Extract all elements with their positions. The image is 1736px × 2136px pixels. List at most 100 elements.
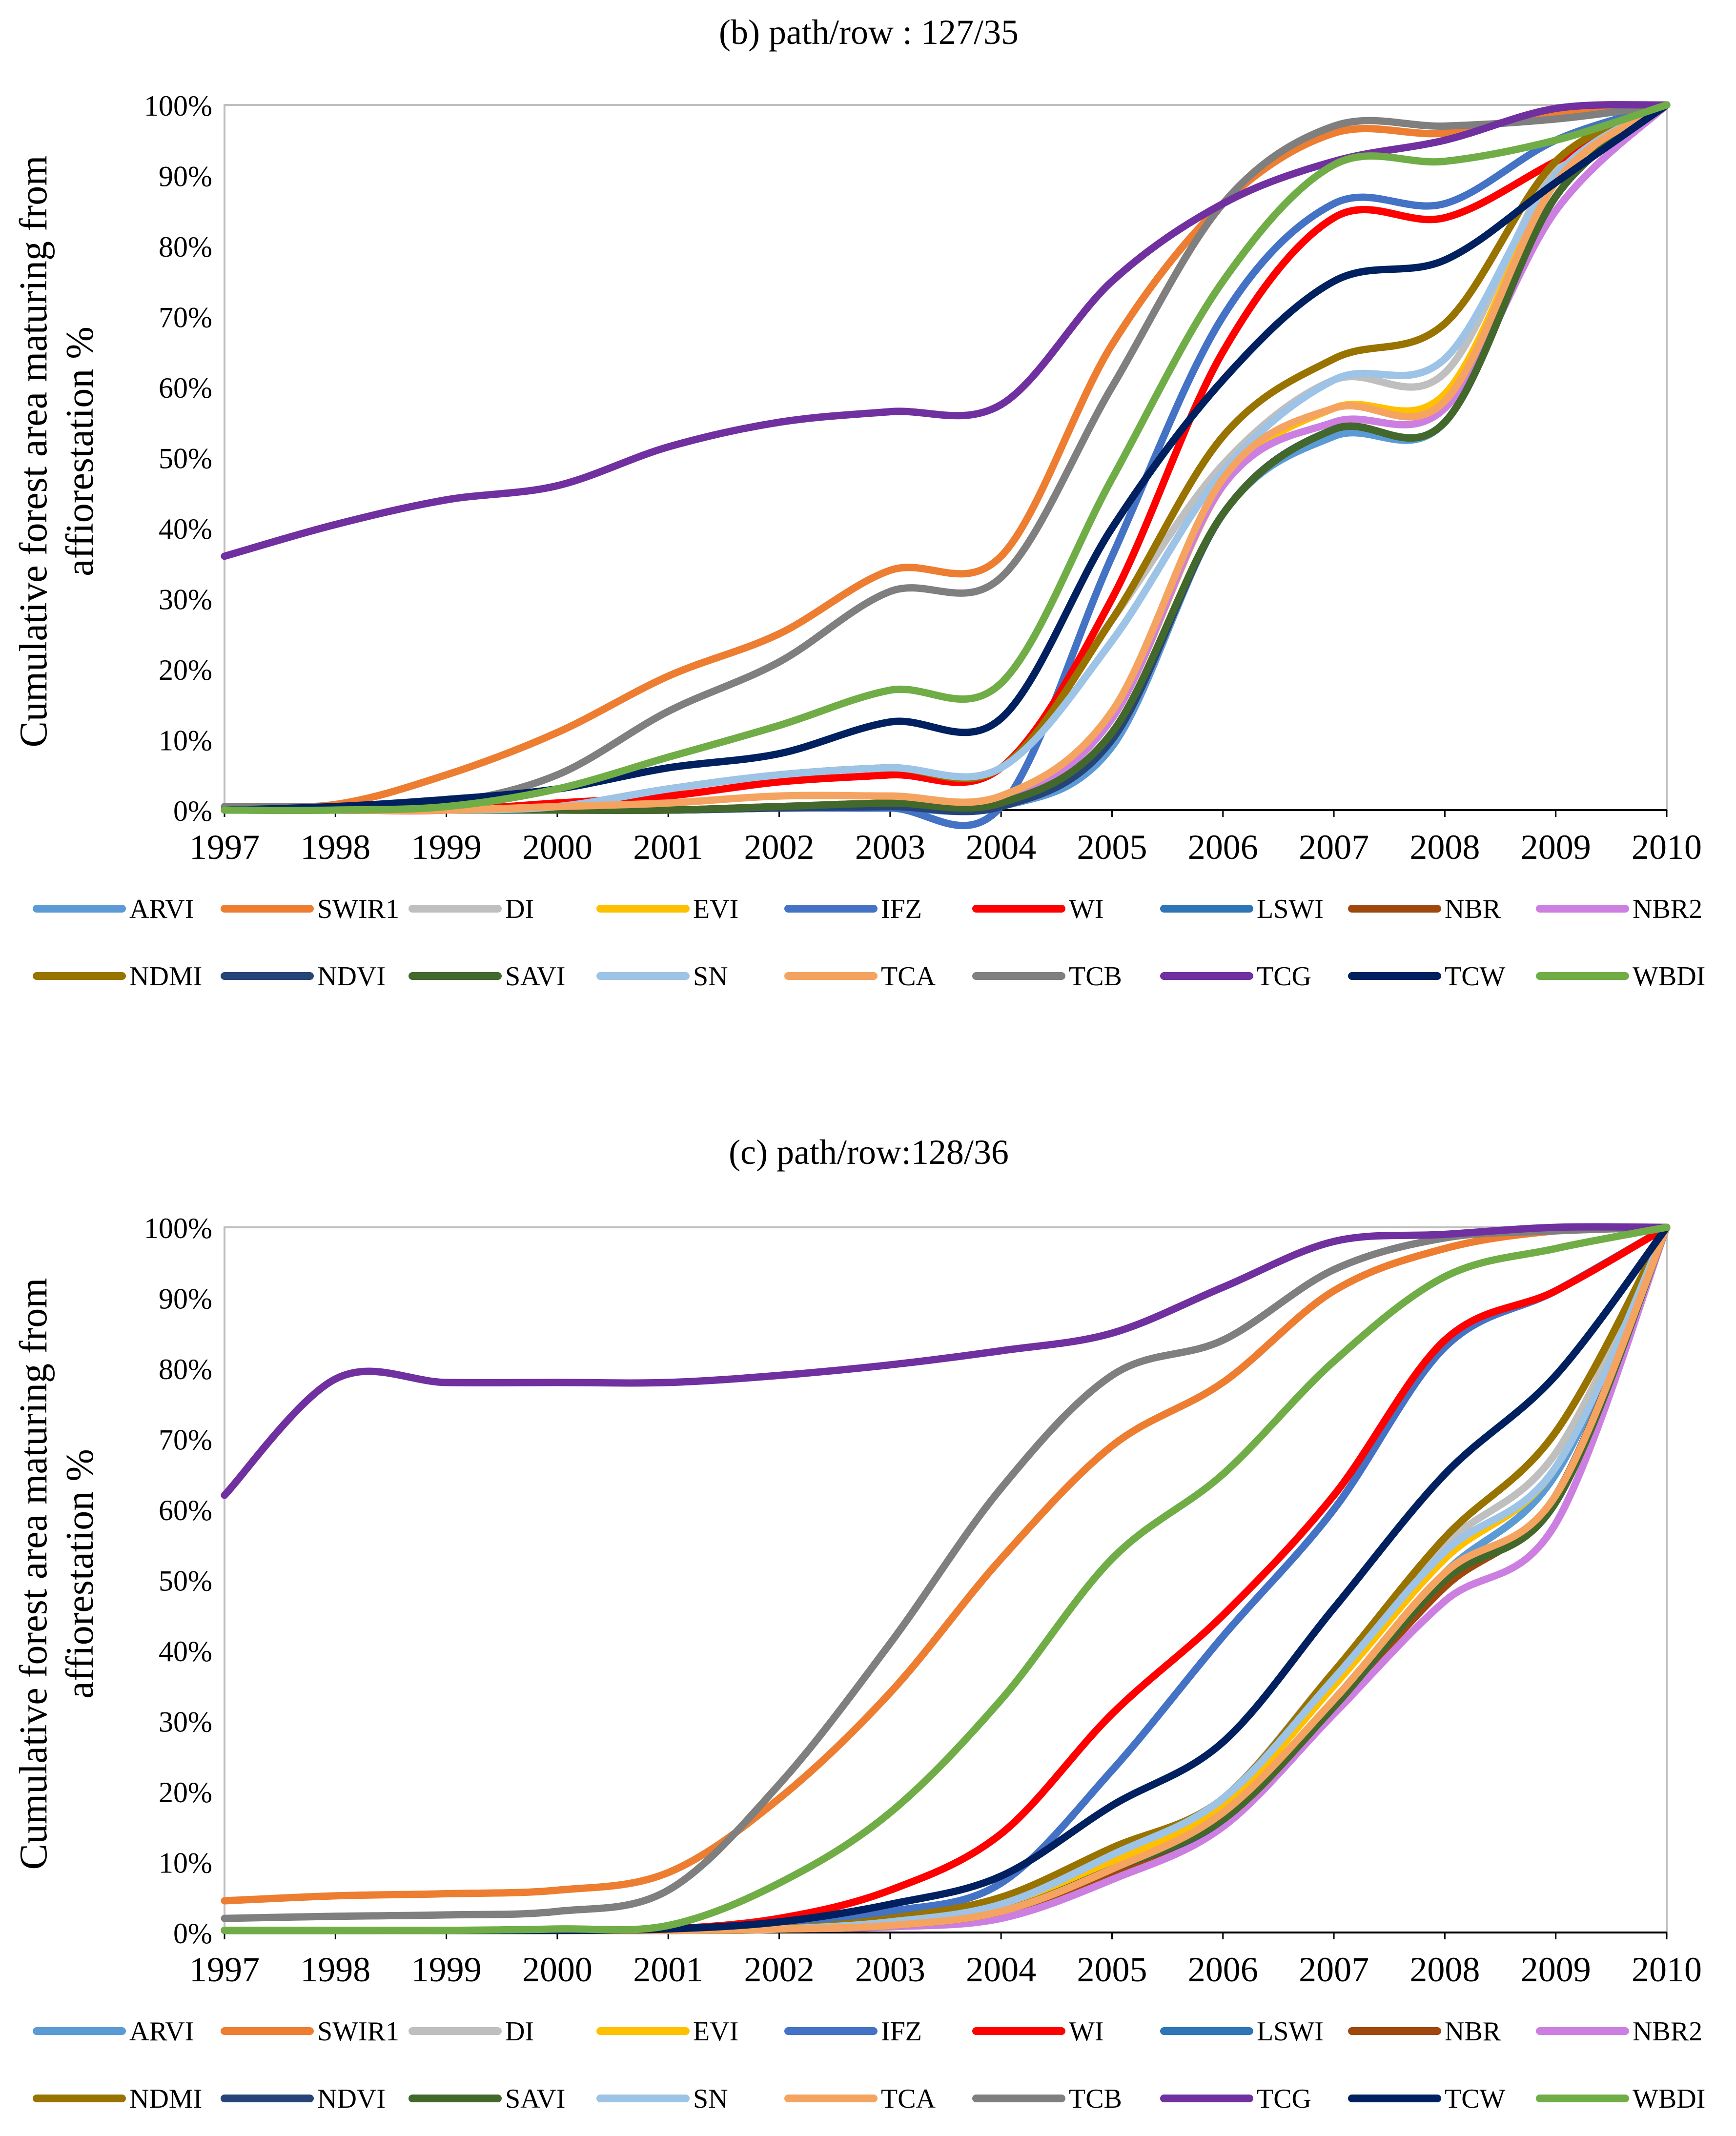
chart-title: (c) path/row:128/36 (729, 1133, 1009, 1172)
x-tick-label: 2009 (1521, 1950, 1591, 1989)
legend-label: NBR (1445, 894, 1501, 924)
legend-item-swir1: SWIR1 (221, 894, 399, 924)
legend-label: WI (1069, 2016, 1104, 2047)
x-tick-label: 1999 (411, 828, 482, 867)
legend-label: TCB (1069, 961, 1122, 992)
legend-item-wi: WI (972, 2016, 1104, 2047)
legend-label: EVI (693, 2016, 738, 2047)
legend-label: TCA (881, 961, 936, 992)
x-axis-ticks: 1997 1998 1999 2000 2001 2002 2003 2004 2005 2006… (189, 1933, 1702, 1989)
x-axis-ticks: 1997 1998 1999 2000 2001 2002 2003 2004 2005 2006… (189, 810, 1702, 867)
y-tick-label: 0% (173, 1917, 212, 1950)
chart-panel-c: (c) path/row:128/36 Cumulative forest ar… (12, 1133, 1705, 2114)
legend-label: NDVI (317, 961, 386, 992)
y-tick-label: 70% (159, 1424, 212, 1456)
legend-label: ARVI (129, 894, 194, 924)
legend-item-ndmi: NDMI (33, 2084, 202, 2114)
x-tick-label: 2001 (633, 1950, 703, 1989)
x-tick-label: 2006 (1188, 1950, 1258, 1989)
x-tick-label: 2002 (744, 828, 815, 867)
legend-item-nbr: NBR (1348, 2016, 1501, 2047)
legend-item-savi: SAVI (408, 961, 565, 992)
legend-label: WBDI (1633, 961, 1705, 992)
legend-label: NBR2 (1633, 2016, 1702, 2047)
x-tick-label: 2005 (1077, 1950, 1147, 1989)
legend-item-ifz: IFZ (784, 894, 922, 924)
legend-item-lswi: LSWI (1160, 2016, 1324, 2047)
x-tick-label: 1998 (300, 1950, 370, 1989)
y-tick-label: 90% (159, 1283, 212, 1315)
legend-label: NDMI (129, 961, 202, 992)
x-tick-label: 2000 (522, 828, 592, 867)
legend: ARVI SWIR1 DI EVI IFZ WI LSWI NBR NBR2 NDMI NDVI SA… (33, 2016, 1705, 2114)
series-line-wbdi (221, 1223, 1671, 1934)
legend-label: SWIR1 (317, 894, 399, 924)
legend-item-nbr2: NBR2 (1536, 894, 1702, 924)
y-tick-label: 90% (159, 161, 212, 193)
legend-item-di: DI (408, 2016, 534, 2047)
legend-item-di: DI (408, 894, 534, 924)
legend-label: SWIR1 (317, 2016, 399, 2047)
y-tick-label: 40% (159, 1635, 212, 1668)
x-tick-label: 2001 (633, 828, 703, 867)
x-tick-label: 1999 (411, 1950, 482, 1989)
x-tick-label: 2000 (522, 1950, 592, 1989)
y-tick-label: 70% (159, 302, 212, 334)
chart-title: (b) path/row : 127/35 (719, 13, 1019, 52)
legend-label: TCB (1069, 2084, 1122, 2114)
x-tick-label: 2007 (1299, 828, 1369, 867)
legend-item-ndmi: NDMI (33, 961, 202, 992)
x-tick-label: 2002 (744, 1950, 815, 1989)
legend-item-nbr2: NBR2 (1536, 2016, 1702, 2047)
legend-item-tcg: TCG (1160, 961, 1311, 992)
legend-label: WI (1069, 894, 1104, 924)
legend-item-nbr: NBR (1348, 894, 1501, 924)
legend-label: LSWI (1257, 2016, 1324, 2047)
y-axis-label-line-2: affiorestation % (59, 326, 102, 576)
series-line-tca (221, 101, 1671, 814)
x-tick-label: 2005 (1077, 828, 1147, 867)
legend-label: SN (693, 2084, 728, 2114)
legend-label: SAVI (505, 2084, 565, 2114)
y-tick-label: 80% (159, 1353, 212, 1385)
series-line-tcw (221, 101, 1671, 814)
x-tick-label: 2010 (1632, 1950, 1702, 1989)
legend-item-tca: TCA (784, 961, 936, 992)
x-tick-label: 2009 (1521, 828, 1591, 867)
y-axis-label-line-1: Cumulative forest area maturing from (12, 156, 55, 748)
y-tick-label: 60% (159, 372, 212, 404)
y-tick-label: 50% (159, 1565, 212, 1597)
y-axis-label-line-2: affiorestation % (59, 1449, 102, 1699)
x-tick-label: 2004 (966, 828, 1036, 867)
legend-item-tcb: TCB (972, 961, 1122, 992)
y-axis-label-line-1: Cumulative forest area maturing from (12, 1278, 55, 1870)
legend-item-ifz: IFZ (784, 2016, 922, 2047)
x-tick-label: 1998 (300, 828, 370, 867)
legend-label: TCA (881, 2084, 936, 2114)
legend-label: IFZ (881, 2016, 922, 2047)
legend-label: TCG (1257, 961, 1311, 992)
legend-label: EVI (693, 894, 738, 924)
legend-item-evi: EVI (596, 894, 738, 924)
legend-label: DI (505, 894, 534, 924)
legend-label: NBR (1445, 2016, 1501, 2047)
y-tick-label: 0% (173, 795, 212, 827)
legend-item-lswi: LSWI (1160, 894, 1324, 924)
x-tick-label: 2010 (1632, 828, 1702, 867)
series-line-swir1 (221, 101, 1671, 811)
y-tick-label: 80% (159, 231, 212, 263)
legend-item-wbdi: WBDI (1536, 961, 1705, 992)
legend-label: SAVI (505, 961, 565, 992)
y-tick-label: 100% (144, 90, 212, 122)
x-tick-label: 1997 (189, 1950, 260, 1989)
legend-label: LSWI (1257, 894, 1324, 924)
series-line-tcb (221, 1223, 1671, 1922)
legend-item-arvi: ARVI (33, 2016, 194, 2047)
series-line-tcg (221, 101, 1671, 560)
y-tick-label: 100% (144, 1212, 212, 1244)
legend-item-evi: EVI (596, 2016, 738, 2047)
x-tick-label: 2006 (1188, 828, 1258, 867)
legend-label: ARVI (129, 2016, 194, 2047)
y-axis-ticks: 0% 10% 20% 30% 40% 50% 60% 70% 80% 90% 100% (144, 1212, 212, 1950)
legend-label: TCG (1257, 2084, 1311, 2114)
